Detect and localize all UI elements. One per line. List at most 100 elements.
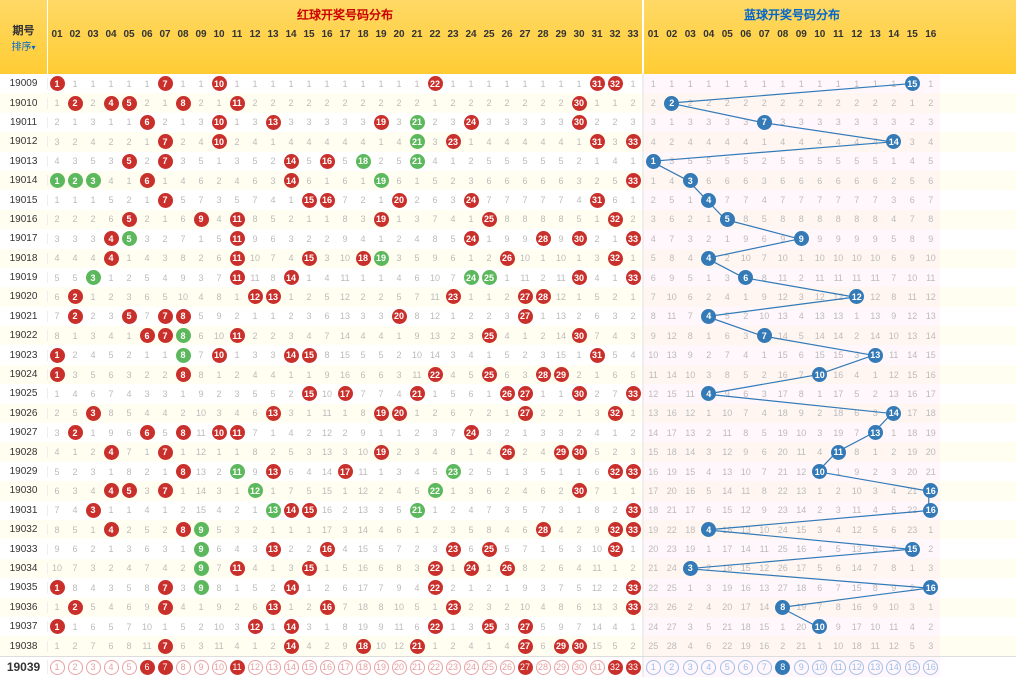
blue-cell-1: 18 [644, 501, 663, 520]
pick-red-14[interactable]: 14 [282, 657, 300, 677]
pick-red-11[interactable]: 11 [228, 657, 246, 677]
pick-red-17[interactable]: 17 [336, 657, 354, 677]
blue-cell-16: 16 [922, 481, 941, 500]
red-cell-28: 2 [534, 559, 552, 578]
pick-red-16[interactable]: 16 [318, 657, 336, 677]
red-cell-2: 2 [66, 636, 84, 655]
red-cells: 9621363196431322164155723236255715310321 [48, 539, 644, 558]
blue-cell-16: 14 [922, 326, 941, 345]
red-ball: 23 [446, 134, 461, 149]
pick-red-23[interactable]: 23 [444, 657, 462, 677]
red-cell-13: 13 [264, 462, 282, 481]
pick-blue-10[interactable]: 10 [811, 657, 830, 677]
blue-cell-3: 2 [681, 598, 700, 617]
red-cell-20: 4 [390, 268, 408, 287]
red-cell-30: 30 [570, 636, 588, 655]
pick-red-24[interactable]: 24 [462, 657, 480, 677]
pick-blue-11[interactable]: 11 [829, 657, 848, 677]
pick-red-28[interactable]: 28 [534, 657, 552, 677]
pick-red-13[interactable]: 13 [264, 657, 282, 677]
blue-cell-13: 13 [866, 307, 885, 326]
red-cell-31: 31 [588, 190, 606, 209]
pick-red-4[interactable]: 4 [102, 657, 120, 677]
pick-red-8[interactable]: 8 [174, 657, 192, 677]
blue-cell-13: 3 [866, 404, 885, 423]
pick-red-33[interactable]: 33 [624, 657, 642, 677]
pick-red-21[interactable]: 21 [408, 657, 426, 677]
blue-cells: 11111111111111151 [644, 74, 940, 93]
blue-cell-3: 15 [681, 462, 700, 481]
pick-blue-8[interactable]: 8 [774, 657, 793, 677]
pick-red-29[interactable]: 29 [552, 657, 570, 677]
red-cell-11: 1 [228, 442, 246, 461]
red-cell-8: 8 [174, 462, 192, 481]
pick-blue-6[interactable]: 6 [737, 657, 756, 677]
pick-blue-5[interactable]: 5 [718, 657, 737, 677]
red-cell-12: 2 [246, 520, 264, 539]
pick-blue-4[interactable]: 4 [700, 657, 719, 677]
pick-red-9[interactable]: 9 [192, 657, 210, 677]
pick-red-2[interactable]: 2 [66, 657, 84, 677]
red-cell-12: 7 [246, 423, 264, 442]
sort-link[interactable]: 排序 [11, 38, 35, 53]
red-cell-24: 6 [462, 384, 480, 403]
pick-red-5[interactable]: 5 [120, 657, 138, 677]
red-cell-33: 1 [624, 617, 642, 636]
pick-red-25[interactable]: 25 [480, 657, 498, 677]
red-cell-2: 1 [66, 442, 84, 461]
pick-blue-2[interactable]: 2 [663, 657, 682, 677]
red-cell-1: 1 [48, 578, 66, 597]
red-cell-8: 10 [174, 287, 192, 306]
red-ball: 11 [230, 270, 245, 285]
pick-red-22[interactable]: 22 [426, 657, 444, 677]
pick-red-15[interactable]: 15 [300, 657, 318, 677]
red-cell-29: 7 [552, 578, 570, 597]
red-cell-1: 1 [48, 598, 66, 617]
red-cell-17: 1 [336, 481, 354, 500]
pick-blue-13[interactable]: 13 [866, 657, 885, 677]
pick-red-32[interactable]: 32 [606, 657, 624, 677]
red-ball: 32 [608, 542, 623, 557]
pick-blue-7[interactable]: 7 [755, 657, 774, 677]
issue-cell: 19032 [0, 524, 48, 535]
pick-red-3[interactable]: 3 [84, 657, 102, 677]
red-cell-4: 4 [102, 229, 120, 248]
red-col-16: 16 [318, 29, 336, 44]
pick-blue-9[interactable]: 9 [792, 657, 811, 677]
red-cell-23: 3 [444, 345, 462, 364]
pick-red-12[interactable]: 12 [246, 657, 264, 677]
blue-cell-15: 2 [903, 113, 922, 132]
pick-red-26[interactable]: 26 [498, 657, 516, 677]
red-cell-30: 4 [570, 190, 588, 209]
red-ball: 33 [626, 270, 641, 285]
blue-cell-10: 5 [811, 559, 830, 578]
pick-red-10[interactable]: 10 [210, 657, 228, 677]
pick-blue-15[interactable]: 15 [903, 657, 922, 677]
pick-blue-3[interactable]: 3 [681, 657, 700, 677]
blue-cell-9: 3 [792, 287, 811, 306]
pick-red-7[interactable]: 7 [156, 657, 174, 677]
pick-blue-16[interactable]: 16 [922, 657, 941, 677]
red-cell-30: 30 [570, 229, 588, 248]
red-cell-6: 5 [138, 520, 156, 539]
red-cell-20: 5 [390, 287, 408, 306]
pick-blue-14[interactable]: 14 [885, 657, 904, 677]
pick-red-1[interactable]: 1 [48, 657, 66, 677]
pick-red-19[interactable]: 19 [372, 657, 390, 677]
red-cell-18: 18 [354, 598, 372, 617]
red-cell-32: 4 [606, 326, 624, 345]
red-cell-22: 12 [426, 307, 444, 326]
blue-cell-14: 14 [885, 132, 904, 151]
red-cell-12: 12 [246, 481, 264, 500]
pick-red-31[interactable]: 31 [588, 657, 606, 677]
pick-blue-12[interactable]: 12 [848, 657, 867, 677]
pick-red-27[interactable]: 27 [516, 657, 534, 677]
pick-red-30[interactable]: 30 [570, 657, 588, 677]
pick-red-6[interactable]: 6 [138, 657, 156, 677]
red-cell-17: 5 [336, 152, 354, 171]
red-cell-28: 1 [534, 384, 552, 403]
red-ball: 18 [356, 639, 371, 654]
pick-red-20[interactable]: 20 [390, 657, 408, 677]
pick-red-18[interactable]: 18 [354, 657, 372, 677]
pick-blue-1[interactable]: 1 [644, 657, 663, 677]
